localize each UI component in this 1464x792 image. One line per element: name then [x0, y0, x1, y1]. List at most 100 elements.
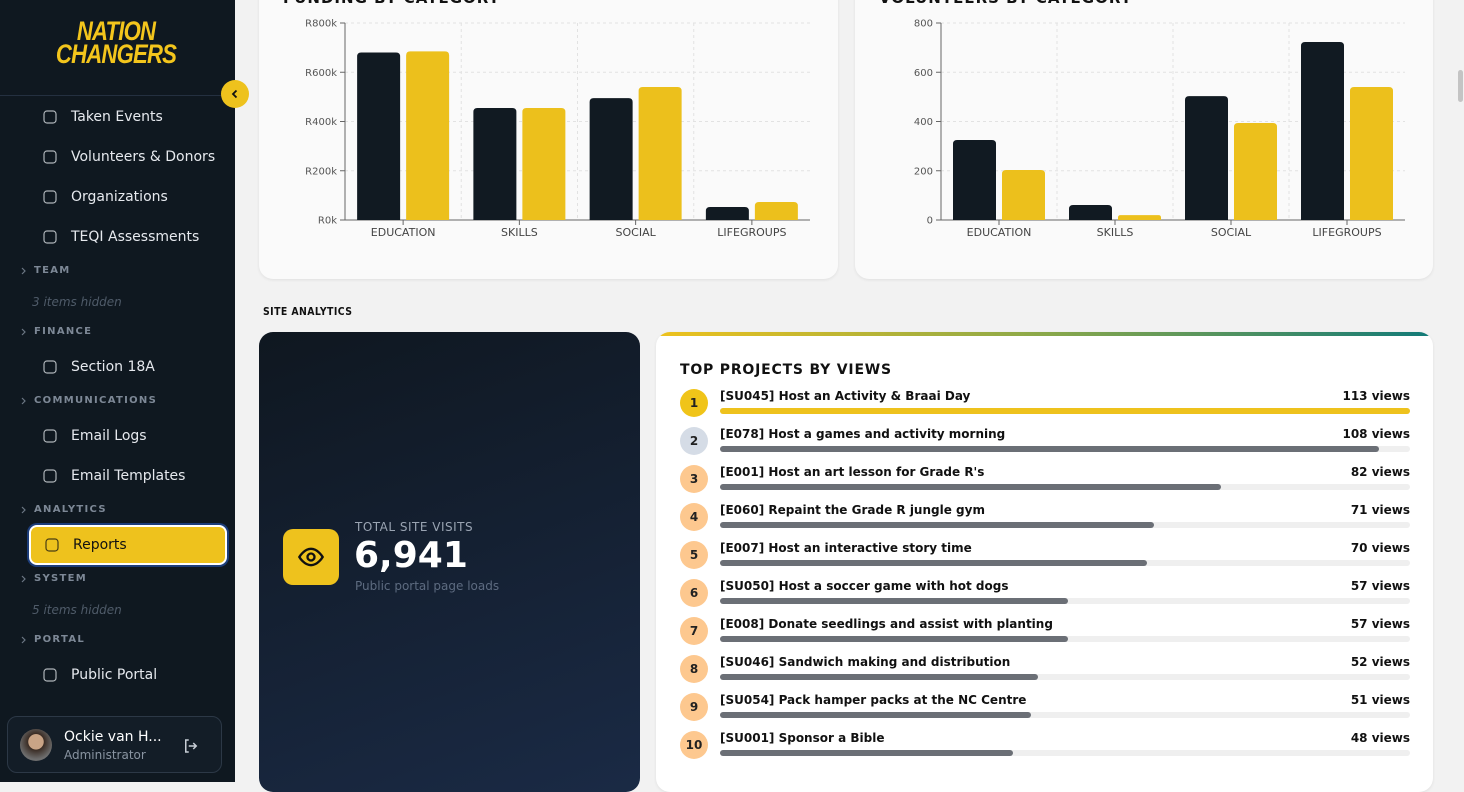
chevron [21, 575, 26, 582]
project-views: 51 views [1350, 693, 1410, 707]
user-name: Ockie van H... [64, 729, 162, 745]
project-views: 52 views [1350, 655, 1410, 669]
bar [1118, 215, 1161, 220]
bar [720, 750, 1014, 756]
nav-label: Email Logs [71, 428, 147, 444]
nav-item[interactable]: Taken Events [29, 97, 227, 137]
section-label: TEAM [34, 265, 71, 276]
section-label: SYSTEM [34, 573, 88, 584]
logo-line: NATION [76, 16, 156, 46]
bar [720, 522, 1154, 528]
nav-item[interactable]: Email Templates [29, 456, 227, 496]
nav-item[interactable]: Section 18A [29, 347, 227, 387]
scrollbar [1458, 70, 1463, 102]
rank-badge: 7 [680, 617, 708, 645]
rank-badge: 8 [680, 655, 708, 683]
nav-icon [43, 230, 57, 244]
nav-item[interactable]: Reports [29, 525, 227, 565]
nav-label: Reports [73, 537, 127, 553]
y-tick-label: R600k [305, 68, 337, 79]
bar [720, 560, 1148, 566]
project-name: [E060] Repaint the Grade R jungle gym [720, 503, 985, 517]
nav-sec[interactable]: PORTAL [20, 634, 85, 645]
bar [720, 712, 1032, 718]
hidden-note: 5 items hidden [32, 603, 122, 617]
bar [522, 107, 566, 220]
nav-icon [43, 110, 57, 124]
bar [720, 636, 1069, 642]
nav-label: Volunteers & Donors [71, 149, 216, 165]
rank-badge: 9 [680, 693, 708, 721]
nav-item[interactable]: Organizations [29, 177, 227, 217]
collapse-button[interactable] [221, 80, 249, 108]
y-tick-label: R0k [318, 216, 337, 227]
nav-sec[interactable]: FINANCE [20, 326, 92, 337]
nav-sec[interactable]: TEAM [20, 265, 71, 276]
bar [1234, 122, 1277, 220]
nav-item[interactable]: Volunteers & Donors [29, 137, 227, 177]
bar [1185, 96, 1228, 220]
rank-badge: 2 [680, 427, 708, 455]
project-views: 71 views [1350, 503, 1410, 517]
bar [589, 98, 633, 220]
x-tick-label: SKILLS [501, 226, 538, 239]
bar [720, 674, 1038, 680]
bar [1069, 204, 1112, 220]
nav-sec[interactable]: ANALYTICS [20, 504, 107, 515]
project-views: 48 views [1350, 731, 1410, 745]
accent-bar [656, 332, 1433, 336]
nav-sec[interactable]: SYSTEM [20, 573, 87, 584]
bar [720, 446, 1380, 452]
project-name: [SU045] Host an Activity & Braai Day [720, 389, 971, 403]
nav-icon [43, 150, 57, 164]
y-tick-label: 400 [914, 117, 933, 128]
nav-item[interactable]: TEQI Assessments [29, 217, 227, 257]
y-tick-label: 600 [914, 68, 933, 79]
bar [1350, 87, 1393, 221]
section-label: ANALYTICS [34, 504, 107, 515]
x-tick-label: SKILLS [1097, 226, 1134, 239]
x-tick-label: SOCIAL [1211, 226, 1252, 239]
x-tick-label: LIFEGROUPS [717, 226, 786, 239]
nav-icon [45, 538, 59, 552]
nav-icon [43, 190, 57, 204]
x-tick-label: EDUCATION [967, 226, 1032, 239]
visits-value: 6,941 [354, 535, 468, 576]
bar [357, 52, 401, 220]
chevron [21, 636, 26, 643]
rank-badge: 4 [680, 503, 708, 531]
nav-icon [43, 469, 57, 483]
y-tick-label: 800 [914, 19, 933, 30]
bar [473, 107, 517, 220]
nav-label: Email Templates [71, 468, 186, 484]
nav-item[interactable]: Email Logs [29, 416, 227, 456]
rank-badge: 1 [680, 389, 708, 417]
nav-icon [43, 360, 57, 374]
rank-badge: 3 [680, 465, 708, 493]
nav-label: Organizations [71, 189, 168, 205]
project-views: 113 views [1342, 389, 1410, 403]
nav-sec[interactable]: COMMUNICATIONS [20, 395, 157, 406]
nav-item[interactable]: Public Portal [29, 655, 227, 695]
section-label: COMMUNICATIONS [34, 395, 158, 406]
bar [720, 484, 1221, 490]
nav-icon [43, 668, 57, 682]
y-tick-label: 200 [914, 166, 933, 177]
bar [953, 139, 996, 220]
chevron [21, 267, 26, 274]
user-card[interactable]: Ockie van H... Administrator [7, 716, 222, 773]
chevron [21, 506, 26, 513]
y-tick-label: 0 [927, 216, 933, 227]
chevron [21, 397, 26, 404]
project-name: [SU054] Pack hamper packs at the NC Cent… [720, 693, 1027, 707]
x-tick-label: SOCIAL [616, 226, 657, 239]
chevron [231, 89, 238, 99]
rank-badge: 5 [680, 541, 708, 569]
project-name: [SU046] Sandwich making and distribution [720, 655, 1011, 669]
project-views: 108 views [1342, 427, 1410, 441]
chart-title: FUNDING BY CATEGORY [283, 0, 501, 7]
project-views: 57 views [1350, 617, 1410, 631]
logout-icon[interactable] [182, 737, 200, 755]
bar [754, 202, 798, 220]
hidden-note: 3 items hidden [32, 295, 122, 309]
